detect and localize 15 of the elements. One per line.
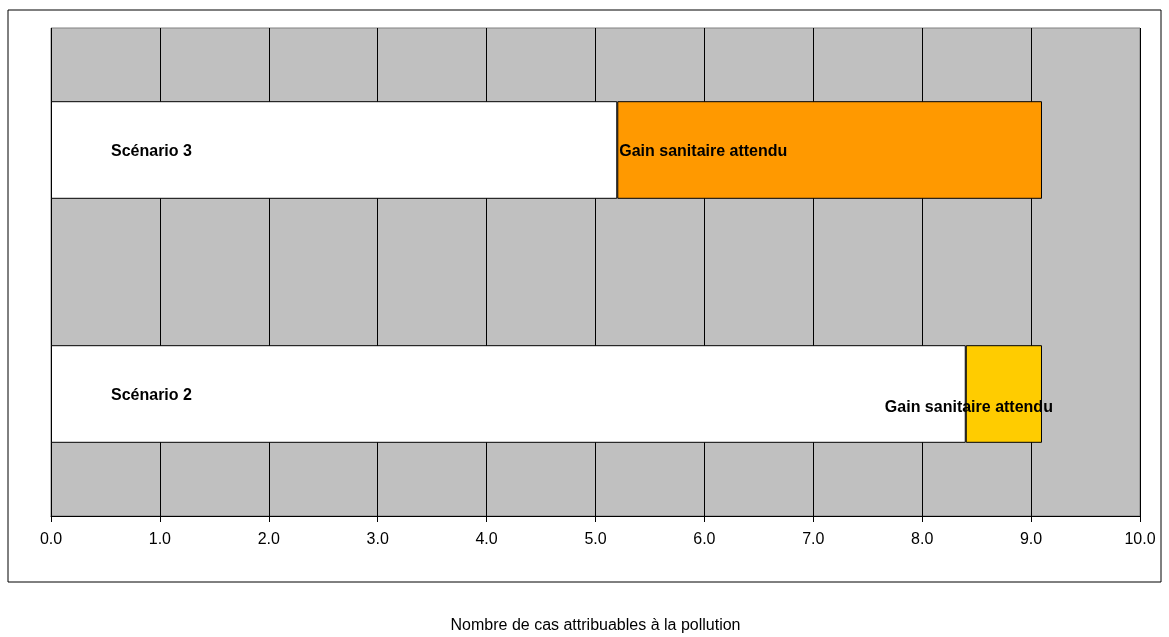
x-tick-label: 6.0	[693, 529, 716, 547]
x-tick-label: 10.0	[1124, 529, 1156, 547]
x-tick-label: 4.0	[475, 529, 498, 547]
x-tick-label: 2.0	[257, 529, 281, 547]
x-tick-label: 1.0	[148, 529, 172, 547]
x-tick-label: 8.0	[911, 529, 934, 547]
x-tick-label: 5.0	[584, 529, 607, 547]
y-tick-label: Scénario 2	[111, 385, 193, 403]
y-tick-label: Scénario 3	[111, 141, 193, 159]
series-label: Gain sanitaire attendu	[619, 141, 788, 159]
x-tick-label: 3.0	[366, 529, 389, 547]
x-tick-label: 0.0	[39, 529, 63, 547]
x-tick-label: 9.0	[1019, 529, 1043, 547]
x-tick-label: 7.0	[802, 529, 825, 547]
x-axis-title: Nombre de cas attribuables à la pollution	[450, 615, 741, 633]
